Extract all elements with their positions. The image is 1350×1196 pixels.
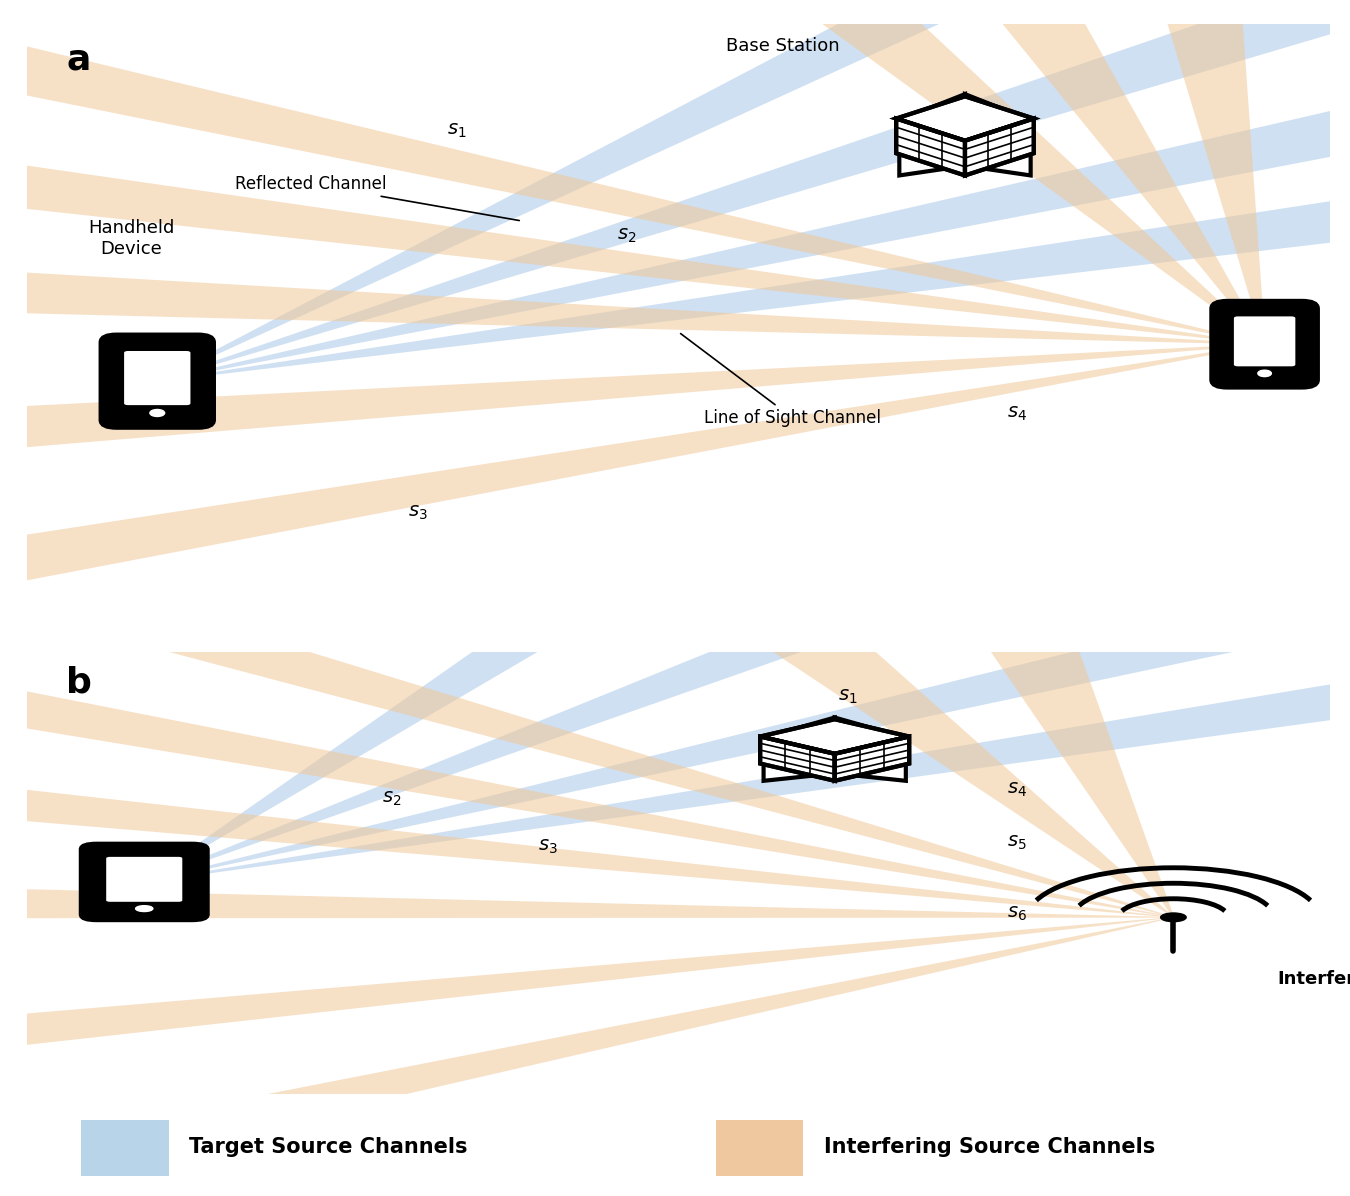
Circle shape (1161, 913, 1187, 922)
Text: $s_2$: $s_2$ (382, 788, 401, 807)
Polygon shape (0, 531, 1174, 917)
Polygon shape (760, 737, 834, 781)
FancyBboxPatch shape (124, 350, 190, 405)
Polygon shape (143, 543, 1350, 883)
FancyBboxPatch shape (81, 1119, 169, 1177)
Polygon shape (764, 740, 834, 781)
Text: Line of Sight Channel: Line of Sight Channel (680, 334, 882, 427)
Text: b: b (66, 665, 92, 700)
Circle shape (135, 905, 153, 911)
Text: $s_1$: $s_1$ (838, 687, 857, 706)
Text: $s_3$: $s_3$ (539, 837, 558, 856)
FancyBboxPatch shape (107, 856, 182, 902)
Polygon shape (143, 364, 995, 883)
Polygon shape (157, 0, 1350, 382)
Text: Interfering Source Channels: Interfering Source Channels (824, 1137, 1154, 1157)
Text: $s_2$: $s_2$ (617, 226, 636, 245)
Polygon shape (896, 118, 965, 176)
Text: $s_1$: $s_1$ (447, 121, 467, 140)
Circle shape (1258, 371, 1272, 377)
Text: a: a (66, 42, 90, 77)
Polygon shape (965, 609, 1174, 917)
Polygon shape (143, 440, 1324, 883)
Polygon shape (760, 719, 909, 753)
Text: $s_5$: $s_5$ (1007, 832, 1027, 852)
Polygon shape (157, 0, 1350, 382)
Polygon shape (0, 629, 1174, 917)
Polygon shape (834, 737, 909, 781)
Text: $s_4$: $s_4$ (1007, 404, 1027, 423)
Circle shape (150, 409, 165, 416)
Polygon shape (899, 94, 965, 136)
Polygon shape (0, 917, 1174, 1196)
FancyBboxPatch shape (716, 1119, 803, 1177)
Polygon shape (0, 917, 1173, 1097)
Polygon shape (834, 740, 906, 781)
Text: $s_3$: $s_3$ (408, 504, 428, 521)
Polygon shape (899, 123, 965, 176)
Polygon shape (765, 0, 1265, 344)
Polygon shape (1135, 0, 1265, 344)
Polygon shape (936, 0, 1265, 344)
Polygon shape (764, 718, 834, 750)
Polygon shape (0, 0, 1265, 344)
Polygon shape (965, 123, 1030, 176)
Polygon shape (757, 628, 1174, 917)
Polygon shape (0, 92, 1265, 344)
Text: Reflected Channel: Reflected Channel (235, 175, 520, 220)
FancyBboxPatch shape (1234, 317, 1296, 366)
Polygon shape (0, 738, 1173, 917)
FancyBboxPatch shape (101, 335, 213, 427)
Polygon shape (144, 629, 1350, 883)
FancyBboxPatch shape (1212, 301, 1318, 388)
Text: Handheld
Device: Handheld Device (88, 219, 174, 258)
FancyBboxPatch shape (81, 844, 208, 920)
Polygon shape (0, 239, 1265, 344)
Polygon shape (896, 97, 1034, 141)
Polygon shape (0, 875, 1173, 919)
Text: Interferer: Interferer (1277, 970, 1350, 988)
Text: $s_4$: $s_4$ (1007, 780, 1027, 799)
Text: Base Station: Base Station (726, 37, 840, 55)
Polygon shape (965, 94, 1030, 136)
Polygon shape (834, 718, 906, 750)
Polygon shape (965, 118, 1034, 176)
Text: $s_6$: $s_6$ (1007, 904, 1027, 922)
Polygon shape (0, 343, 1265, 494)
Text: Target Source Channels: Target Source Channels (189, 1137, 467, 1157)
Polygon shape (157, 4, 1350, 382)
Polygon shape (0, 343, 1265, 667)
Polygon shape (157, 115, 1350, 382)
